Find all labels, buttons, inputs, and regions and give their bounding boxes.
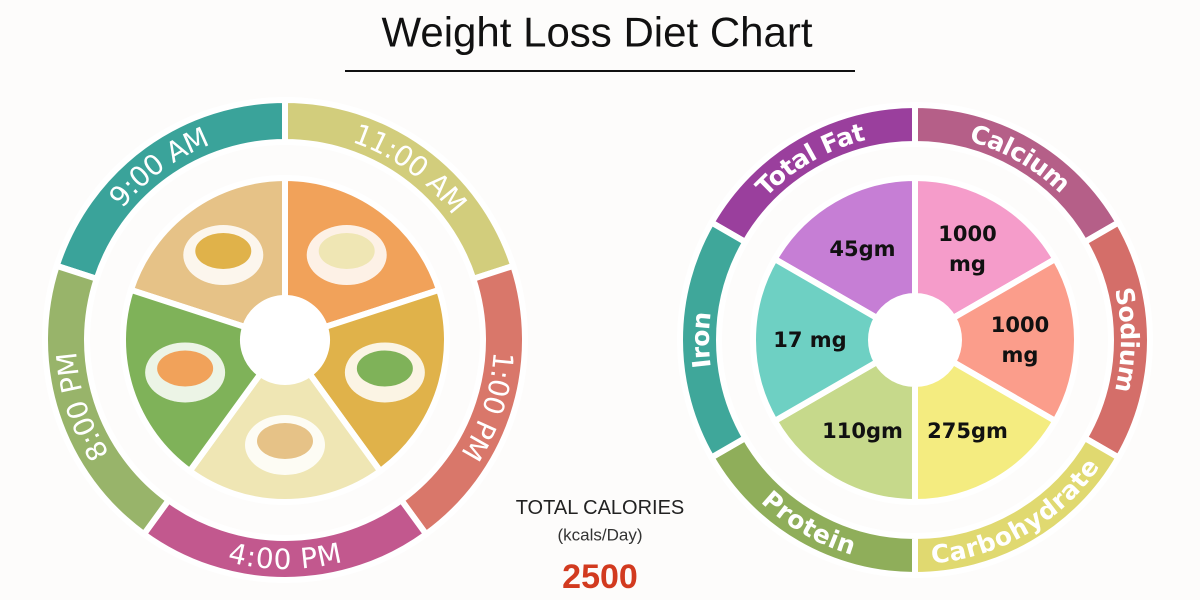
nutrient-amount: 1000 — [938, 222, 996, 246]
nutrient-amount: 1000 — [991, 313, 1049, 337]
wheel-hub — [243, 298, 327, 382]
nutrient-amount: 110gm — [822, 419, 903, 443]
nutrient-amount: 45gm — [829, 237, 895, 261]
calories-label: TOTAL CALORIES — [516, 497, 685, 519]
food-item — [157, 350, 214, 387]
nutrient-amount: 17 mg — [773, 328, 846, 352]
wheel-hub — [871, 296, 959, 384]
food-item — [195, 233, 252, 270]
food-item — [318, 233, 375, 270]
title: Weight Loss Diet Chart — [381, 9, 812, 56]
nutrient-amount: mg — [949, 252, 986, 276]
nutrient-amount: 275gm — [927, 419, 1008, 443]
nutrient-amount: mg — [1002, 343, 1039, 367]
meal-ring-segment — [42, 262, 173, 539]
ring-label: Iron — [685, 310, 716, 369]
calories-unit: (kcals/Day) — [557, 526, 642, 545]
ring-label-text: Iron — [685, 310, 716, 369]
calories-value: 2500 — [562, 558, 638, 596]
nutrient-ring-segment — [677, 218, 750, 462]
food-item — [257, 423, 313, 459]
food-item — [356, 350, 413, 387]
